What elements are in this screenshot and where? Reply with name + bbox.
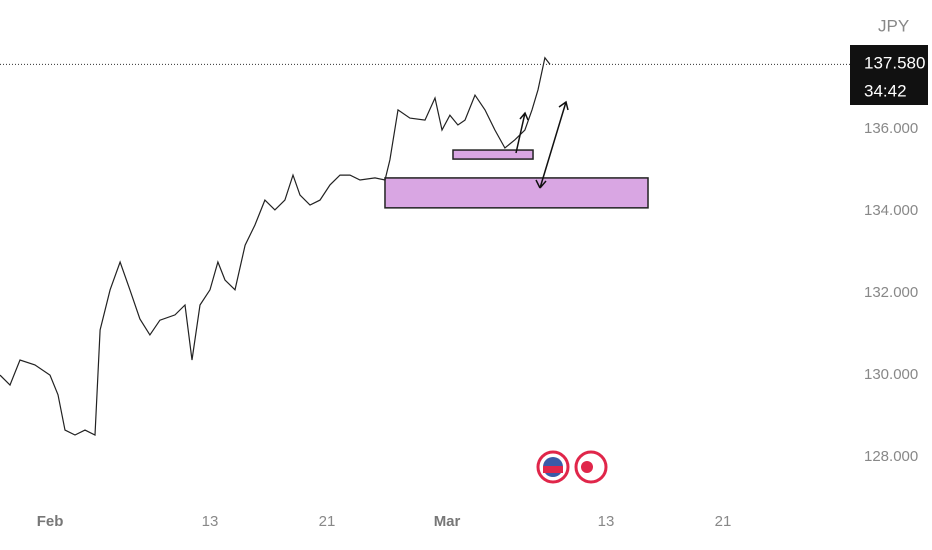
x-tick-label: 21 xyxy=(319,513,336,530)
y-tick-label: 134.000 xyxy=(864,202,918,219)
y-tick-label: 132.000 xyxy=(864,284,918,301)
x-tick-label: 21 xyxy=(715,513,732,530)
price-label: 137.580 xyxy=(864,53,925,72)
countdown: 34:42 xyxy=(864,81,907,100)
price-label-box xyxy=(850,45,928,105)
zone xyxy=(384,177,649,209)
price-line xyxy=(0,56,551,436)
x-tick-label: Mar xyxy=(434,513,461,530)
x-tick-label: 13 xyxy=(598,513,615,530)
arrow-drawing xyxy=(535,100,569,189)
y-tick-label: 128.000 xyxy=(864,448,918,465)
currency-label: JPY xyxy=(878,16,909,35)
event-icons xyxy=(536,450,608,484)
y-tick-label: 136.000 xyxy=(864,120,918,137)
arrow-drawing xyxy=(515,111,529,154)
x-tick-label: 13 xyxy=(202,513,219,530)
zone xyxy=(452,149,534,160)
y-tick-label: 130.000 xyxy=(864,366,918,383)
x-tick-label: Feb xyxy=(37,513,64,530)
